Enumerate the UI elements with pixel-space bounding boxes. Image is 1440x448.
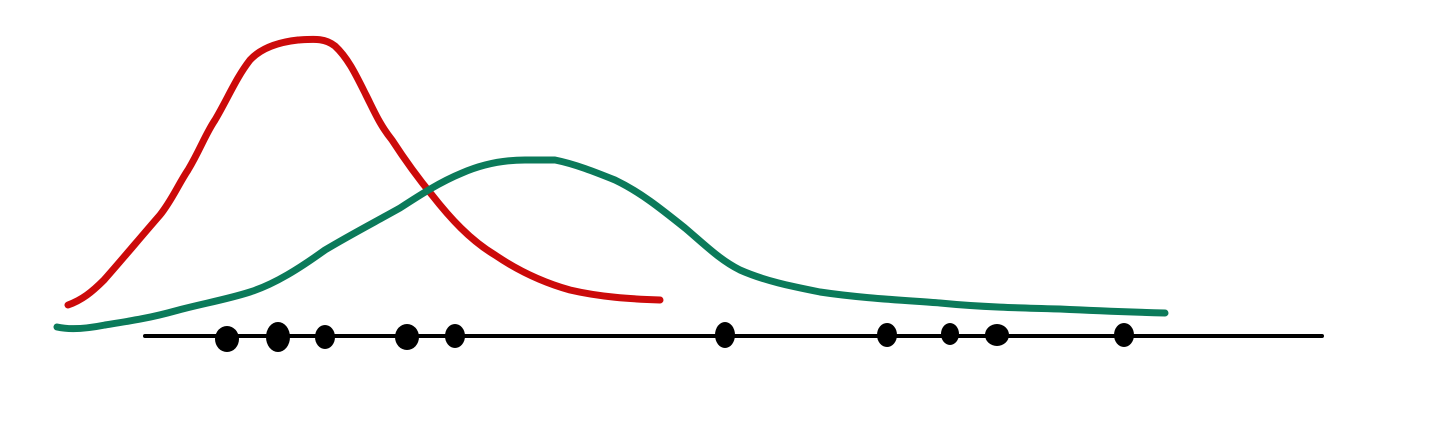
dot <box>215 326 239 352</box>
dot <box>445 324 465 348</box>
red-curve <box>64 35 664 309</box>
dot <box>985 324 1009 346</box>
dot <box>877 323 897 347</box>
dot <box>1114 323 1134 347</box>
dot <box>715 322 735 348</box>
dot <box>941 323 959 345</box>
dot <box>395 324 419 350</box>
green-curve <box>53 156 1169 333</box>
dots <box>215 322 1134 352</box>
dot <box>266 322 290 352</box>
dot <box>315 325 335 349</box>
